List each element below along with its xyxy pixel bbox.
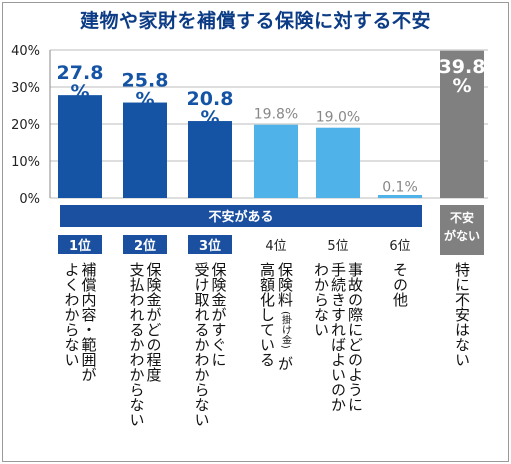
bar [188, 121, 232, 198]
y-tick-label: 10% [11, 155, 40, 170]
category-label: 手続きすればよいのか [329, 262, 347, 412]
data-label: 39.8 [439, 56, 486, 78]
rank-label: 5位 [327, 239, 348, 254]
rank-label: 6位 [389, 239, 410, 254]
data-label: 25.8 [122, 70, 169, 92]
data-label-unit: % [452, 75, 471, 97]
rank-label: 4位 [265, 239, 286, 254]
data-label: 19.8% [254, 107, 298, 123]
bar [123, 102, 167, 198]
y-tick-label: 30% [11, 81, 40, 96]
bar [58, 95, 102, 198]
y-tick-label: 20% [11, 118, 40, 133]
category-label: が [276, 356, 294, 371]
category-label: 補償内容・範囲が [80, 262, 98, 382]
data-label: 0.1% [382, 180, 418, 196]
y-tick-label: 40% [11, 44, 40, 59]
chart-title: 建物や家財を補償する保険に対する不安 [79, 10, 431, 32]
data-label-unit: % [135, 89, 154, 111]
data-label: 19.0% [316, 110, 360, 126]
anxious-band [60, 205, 422, 227]
category-label: 保険金がどの程度 [145, 262, 163, 382]
bar [316, 127, 360, 198]
category-label: 保険料 [276, 262, 294, 307]
rank-label: 2位 [134, 238, 156, 254]
no-anxiety-label: がない [444, 228, 480, 243]
bar [254, 124, 298, 198]
category-label: 保険金がすぐに [210, 262, 228, 367]
category-label: よくわからない [63, 262, 81, 367]
category-label: その他 [391, 262, 409, 308]
rank-label: 3位 [199, 238, 221, 254]
category-label: 受け取れるかわからない [193, 262, 211, 427]
data-label: 27.8 [57, 62, 104, 84]
y-tick-label: 0% [19, 192, 40, 207]
data-label-unit: % [70, 81, 89, 103]
rank-badge [188, 235, 232, 254]
rank-label: 1位 [69, 238, 91, 254]
bar [378, 195, 422, 198]
category-label: わからない [312, 262, 330, 337]
category-label: 特に不安はない [453, 262, 471, 367]
no-anxiety-label: 不安 [450, 210, 474, 225]
bar [440, 50, 484, 198]
no-anxiety-box [440, 205, 484, 255]
anxious-label: 不安がある [208, 209, 273, 225]
rank-badge [58, 235, 102, 254]
category-label-note: (掛け金) [280, 311, 292, 349]
data-label: 20.8 [187, 88, 234, 110]
data-label-unit: % [200, 107, 219, 129]
category-label: 支払われるかわからない [128, 262, 146, 427]
category-label: 事故の際にどのように [346, 262, 364, 412]
rank-badge [123, 235, 167, 254]
category-label: 高額化している [258, 262, 276, 367]
